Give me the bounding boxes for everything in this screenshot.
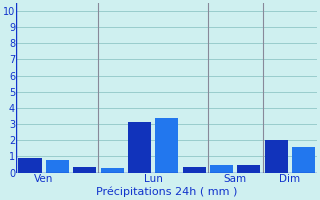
- Bar: [100, 168, 124, 173]
- Bar: [73, 167, 96, 173]
- Bar: [46, 160, 69, 173]
- Bar: [155, 118, 179, 173]
- Bar: [237, 165, 260, 173]
- Bar: [128, 122, 151, 173]
- Bar: [292, 147, 315, 173]
- Bar: [19, 158, 42, 173]
- Bar: [265, 140, 288, 173]
- Bar: [182, 167, 206, 173]
- X-axis label: Précipitations 24h ( mm ): Précipitations 24h ( mm ): [96, 187, 237, 197]
- Bar: [210, 165, 233, 173]
